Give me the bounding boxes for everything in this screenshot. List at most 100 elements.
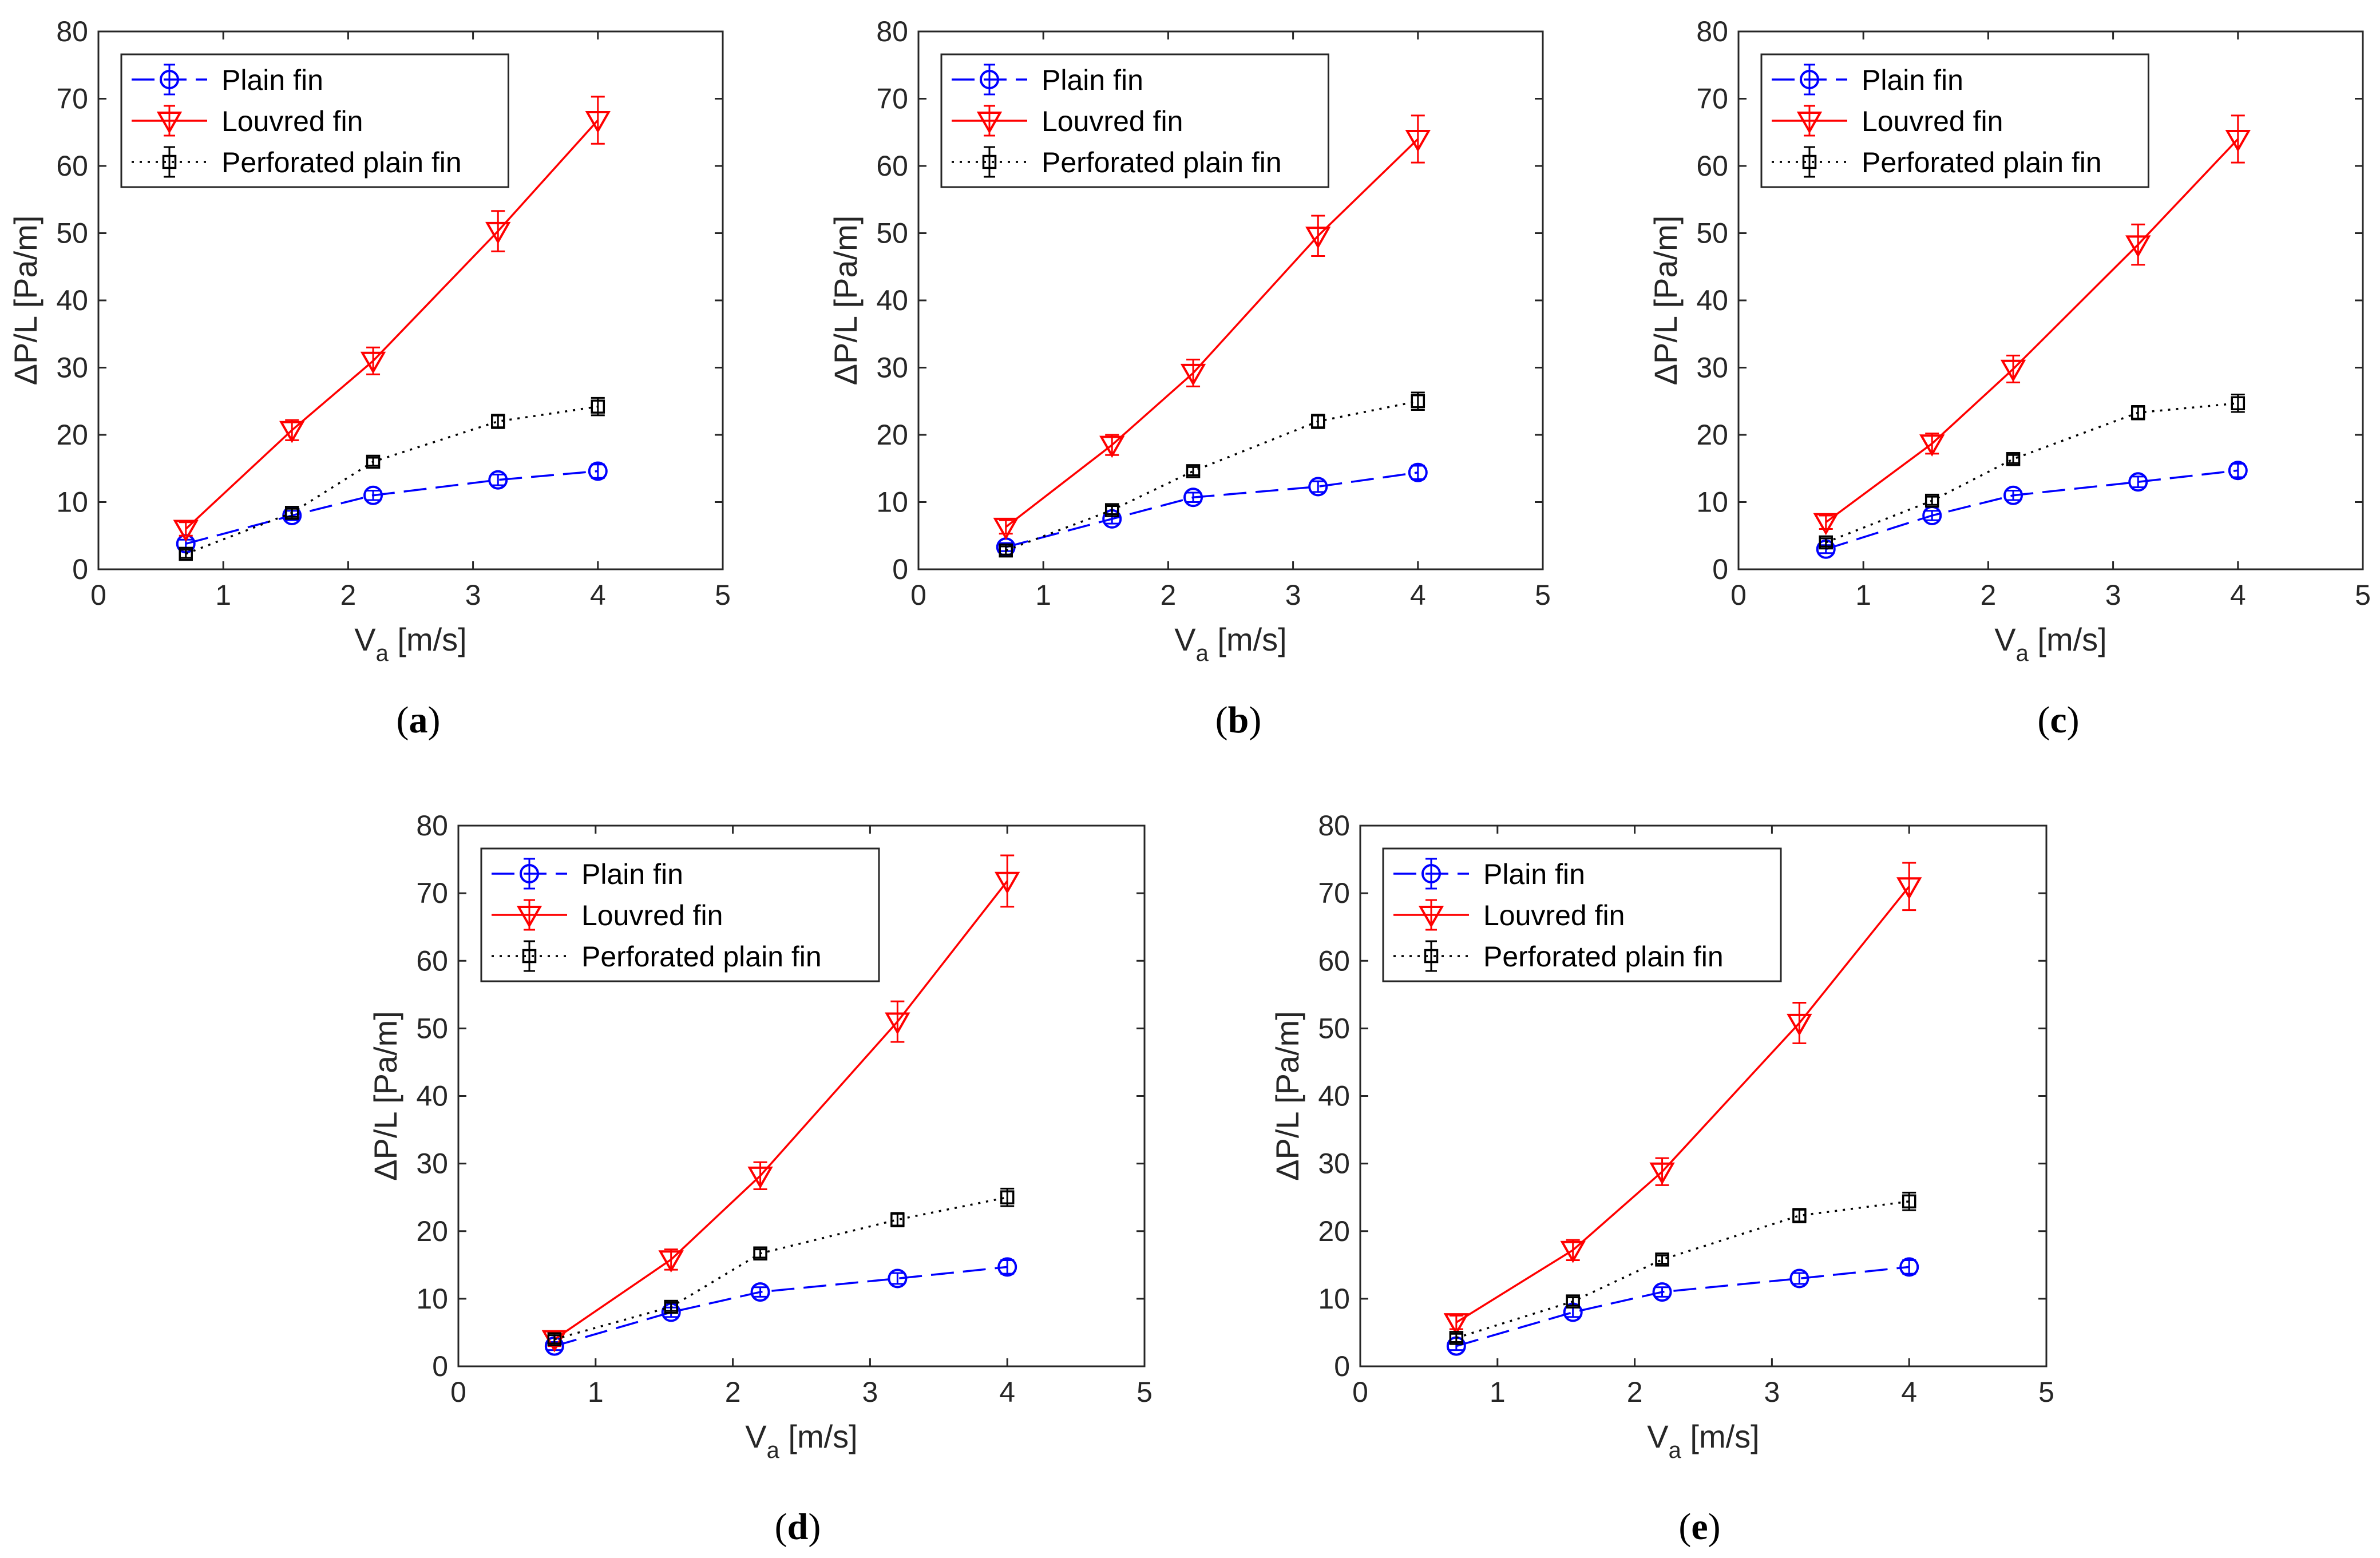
chart-3-series-1-marker-triangle bbox=[995, 871, 1020, 894]
chart-1-series-0-marker-circle bbox=[1183, 487, 1203, 508]
chart-2-series-0-marker-circle bbox=[2128, 472, 2148, 492]
y-tick-label: 80 bbox=[1318, 810, 1350, 842]
legend-label: Plain fin bbox=[1042, 64, 1143, 96]
legend-label: Perforated plain fin bbox=[1862, 146, 2102, 179]
legend-label: Louvred fin bbox=[1862, 105, 2003, 137]
x-tick-label: 0 bbox=[90, 579, 106, 611]
x-axis-label: Va [m/s] bbox=[1994, 621, 2107, 666]
x-tick-label: 0 bbox=[1730, 579, 1747, 611]
chart-0-series-1-marker-triangle bbox=[156, 111, 183, 134]
y-tick-label: 80 bbox=[876, 15, 908, 47]
y-tick-label: 10 bbox=[1318, 1283, 1350, 1315]
chart-0-series-2-marker-square bbox=[490, 414, 505, 429]
series-0 bbox=[1446, 1257, 1919, 1356]
legend-label: Perforated plain fin bbox=[581, 941, 822, 973]
panel-label-c: (c) bbox=[2037, 699, 2079, 741]
y-tick-label: 50 bbox=[416, 1012, 448, 1044]
legend: Plain fin Louvred fin Perforated plain fin bbox=[480, 847, 880, 982]
x-tick-label: 2 bbox=[340, 579, 356, 611]
chart-2-series-2-marker-square bbox=[2130, 405, 2145, 420]
legend-label: Louvred fin bbox=[221, 105, 363, 137]
y-tick-label: 30 bbox=[1318, 1148, 1350, 1180]
chart-0-series-1-marker-triangle bbox=[173, 520, 199, 542]
y-tick-label: 30 bbox=[1696, 352, 1728, 384]
y-tick-label: 60 bbox=[1318, 945, 1350, 977]
y-tick-label: 10 bbox=[876, 486, 908, 518]
x-tick-label: 4 bbox=[590, 579, 606, 611]
chart-1-series-1-marker-triangle bbox=[1099, 435, 1125, 458]
chart-2-series-1-marker-triangle bbox=[1813, 513, 1839, 536]
legend-label: Plain fin bbox=[581, 858, 683, 890]
y-tick-label: 40 bbox=[1318, 1080, 1350, 1112]
y-tick-label: 60 bbox=[1696, 150, 1728, 182]
y-tick-label: 40 bbox=[416, 1080, 448, 1112]
series-line-perforated-plain-fin bbox=[185, 405, 599, 555]
chart-0-series-1-marker-triangle bbox=[585, 111, 611, 133]
y-tick-label: 50 bbox=[876, 217, 908, 249]
x-axis-label: Va [m/s] bbox=[1174, 621, 1287, 666]
series-2 bbox=[1819, 394, 2246, 550]
chart-4-series-2-marker-square bbox=[1655, 1252, 1669, 1267]
x-tick-label: 1 bbox=[1490, 1376, 1506, 1408]
chart-1-series-1-marker-triangle bbox=[1180, 363, 1206, 386]
chart-3-series-2-marker-square bbox=[753, 1246, 767, 1260]
series-0 bbox=[176, 461, 608, 554]
legend-label: Louvred fin bbox=[1483, 899, 1625, 931]
legend-label: Perforated plain fin bbox=[1483, 941, 1724, 973]
legend: Plain fin Louvred fin Perforated plain fin bbox=[120, 53, 509, 188]
y-tick-label: 70 bbox=[876, 83, 908, 115]
chart-0-series-1-marker-triangle bbox=[279, 421, 305, 443]
series-line-louvred-fin bbox=[1825, 138, 2239, 524]
x-tick-label: 0 bbox=[1352, 1376, 1368, 1408]
x-tick-label: 3 bbox=[465, 579, 481, 611]
x-tick-label: 1 bbox=[588, 1376, 604, 1408]
x-tick-label: 2 bbox=[1627, 1376, 1643, 1408]
chart-4-series-2-marker-square bbox=[1792, 1208, 1807, 1223]
y-tick-label: 50 bbox=[56, 217, 88, 249]
chart-2-series-2-marker-square bbox=[2231, 396, 2246, 411]
legend-label: Louvred fin bbox=[1042, 105, 1183, 137]
chart-4-series-0-marker-circle bbox=[1789, 1268, 1809, 1289]
chart-0-series-1-marker-triangle bbox=[485, 221, 511, 244]
chart-2-series-2-marker-square bbox=[1924, 493, 1939, 508]
y-tick-label: 10 bbox=[416, 1283, 448, 1315]
legend: Plain fin Louvred fin Perforated plain fin bbox=[1760, 53, 2149, 188]
y-tick-label: 40 bbox=[1696, 284, 1728, 316]
chart-2-series-1-marker-triangle bbox=[1919, 434, 1945, 457]
legend-label: Louvred fin bbox=[581, 899, 723, 931]
chart-1-series-0-marker-circle bbox=[980, 70, 999, 89]
x-tick-label: 3 bbox=[1285, 579, 1301, 611]
chart-3-series-0-marker-circle bbox=[750, 1282, 770, 1302]
chart-4-series-0-marker-circle bbox=[1421, 864, 1441, 883]
chart-4-series-2-marker-square bbox=[1424, 949, 1439, 964]
x-tick-label: 5 bbox=[2038, 1376, 2054, 1408]
y-axis-label: ΔP/L [Pa/m] bbox=[7, 216, 43, 386]
series-2 bbox=[179, 397, 605, 561]
panel-label-d: (d) bbox=[775, 1506, 821, 1548]
x-tick-label: 5 bbox=[1535, 579, 1551, 611]
chart-1-series-1-marker-triangle bbox=[993, 517, 1019, 540]
chart-4-series-2-marker-square bbox=[1566, 1294, 1580, 1309]
chart-0-series-2-marker-square bbox=[284, 506, 299, 520]
x-axis-label: Va [m/s] bbox=[745, 1418, 858, 1463]
chart-3-series-1-marker-triangle bbox=[658, 1250, 684, 1273]
y-tick-label: 10 bbox=[56, 486, 88, 518]
y-tick-label: 70 bbox=[1696, 83, 1728, 115]
y-tick-label: 0 bbox=[432, 1350, 448, 1382]
chart-0-series-0-marker-circle bbox=[363, 485, 383, 505]
series-line-perforated-plain-fin bbox=[1825, 402, 2238, 544]
y-axis-label: ΔP/L [Pa/m] bbox=[1269, 1011, 1305, 1181]
series-0 bbox=[1816, 461, 2248, 559]
chart-3-series-0-marker-circle bbox=[997, 1257, 1017, 1277]
chart-2-series-0-marker-circle bbox=[1800, 70, 1819, 89]
y-tick-label: 80 bbox=[416, 810, 448, 842]
y-tick-label: 10 bbox=[1696, 486, 1728, 518]
series-line-plain-fin bbox=[185, 470, 598, 545]
x-tick-label: 2 bbox=[1160, 579, 1176, 611]
series-line-plain-fin bbox=[1005, 471, 1419, 548]
y-axis-label: ΔP/L [Pa/m] bbox=[367, 1011, 403, 1181]
y-tick-label: 80 bbox=[56, 15, 88, 47]
chart-4-series-2-marker-square bbox=[1449, 1331, 1464, 1345]
